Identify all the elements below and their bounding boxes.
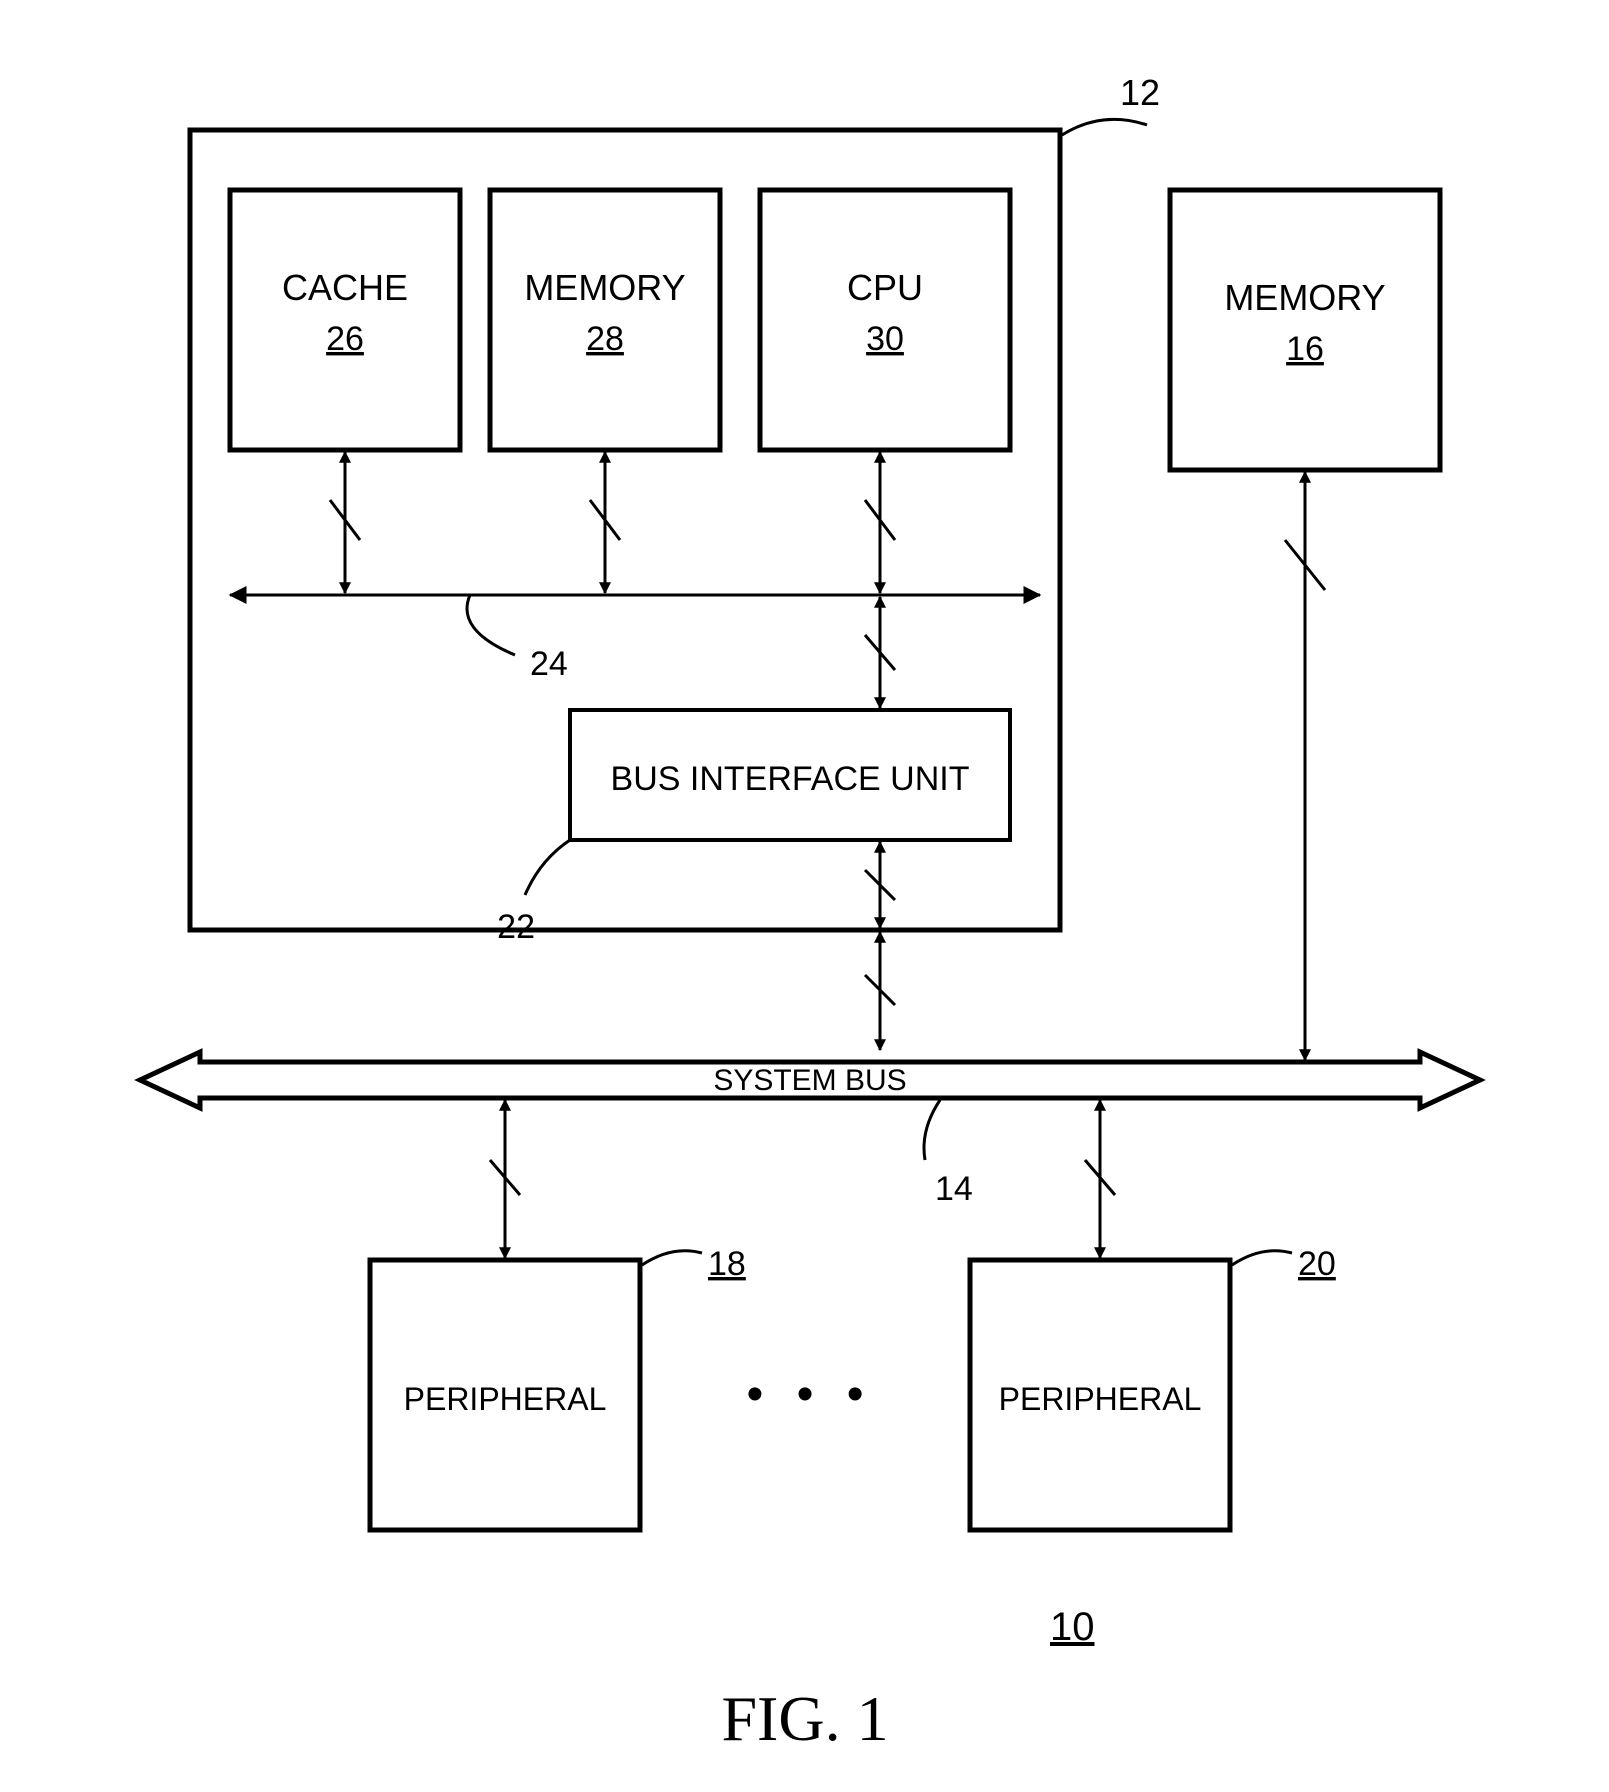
cpu-ref: 30 — [866, 320, 904, 358]
connector-periph2-sysbus — [1085, 1100, 1115, 1258]
system-bus: SYSTEM BUS 14 — [140, 1052, 1480, 1208]
connector-periph1-sysbus — [490, 1100, 520, 1258]
peripherals-ellipsis: • • • — [746, 1368, 873, 1421]
figure-overall-ref: 10 — [1050, 1605, 1095, 1649]
cpu-label: CPU — [847, 267, 923, 308]
peripheral-2-ref: 20 — [1298, 1245, 1336, 1283]
biu-label: BUS INTERFACE UNIT — [611, 760, 970, 798]
peripheral-1-label: PERIPHERAL — [404, 1381, 607, 1417]
cache-label: CACHE — [282, 267, 408, 308]
memory-external-label: MEMORY — [1224, 277, 1385, 318]
cpu-block: CPU 30 — [760, 190, 1010, 450]
memory-external-ref: 16 — [1286, 330, 1324, 368]
figure-caption: FIG. 1 — [721, 1683, 888, 1754]
peripheral-2-label: PERIPHERAL — [999, 1381, 1202, 1417]
connector-memory-sysbus — [1285, 472, 1325, 1060]
biu-ref: 22 — [497, 908, 535, 946]
memory-internal-label: MEMORY — [524, 267, 685, 308]
memory-internal-ref: 28 — [586, 320, 624, 358]
peripheral-1-block: PERIPHERAL 18 — [370, 1245, 746, 1530]
cache-block: CACHE 26 — [230, 190, 460, 450]
memory-external-block: MEMORY 16 — [1170, 190, 1440, 470]
peripheral-1-ref: 18 — [708, 1245, 746, 1283]
processor-ref: 12 — [1120, 72, 1160, 113]
internal-bus-ref: 24 — [530, 645, 568, 683]
connector-proc-sysbus — [865, 932, 895, 1050]
system-bus-ref: 14 — [935, 1170, 973, 1208]
cache-ref: 26 — [326, 320, 364, 358]
system-bus-label: SYSTEM BUS — [713, 1064, 906, 1097]
memory-internal-block: MEMORY 28 — [490, 190, 720, 450]
peripheral-2-block: PERIPHERAL 20 — [970, 1245, 1336, 1530]
